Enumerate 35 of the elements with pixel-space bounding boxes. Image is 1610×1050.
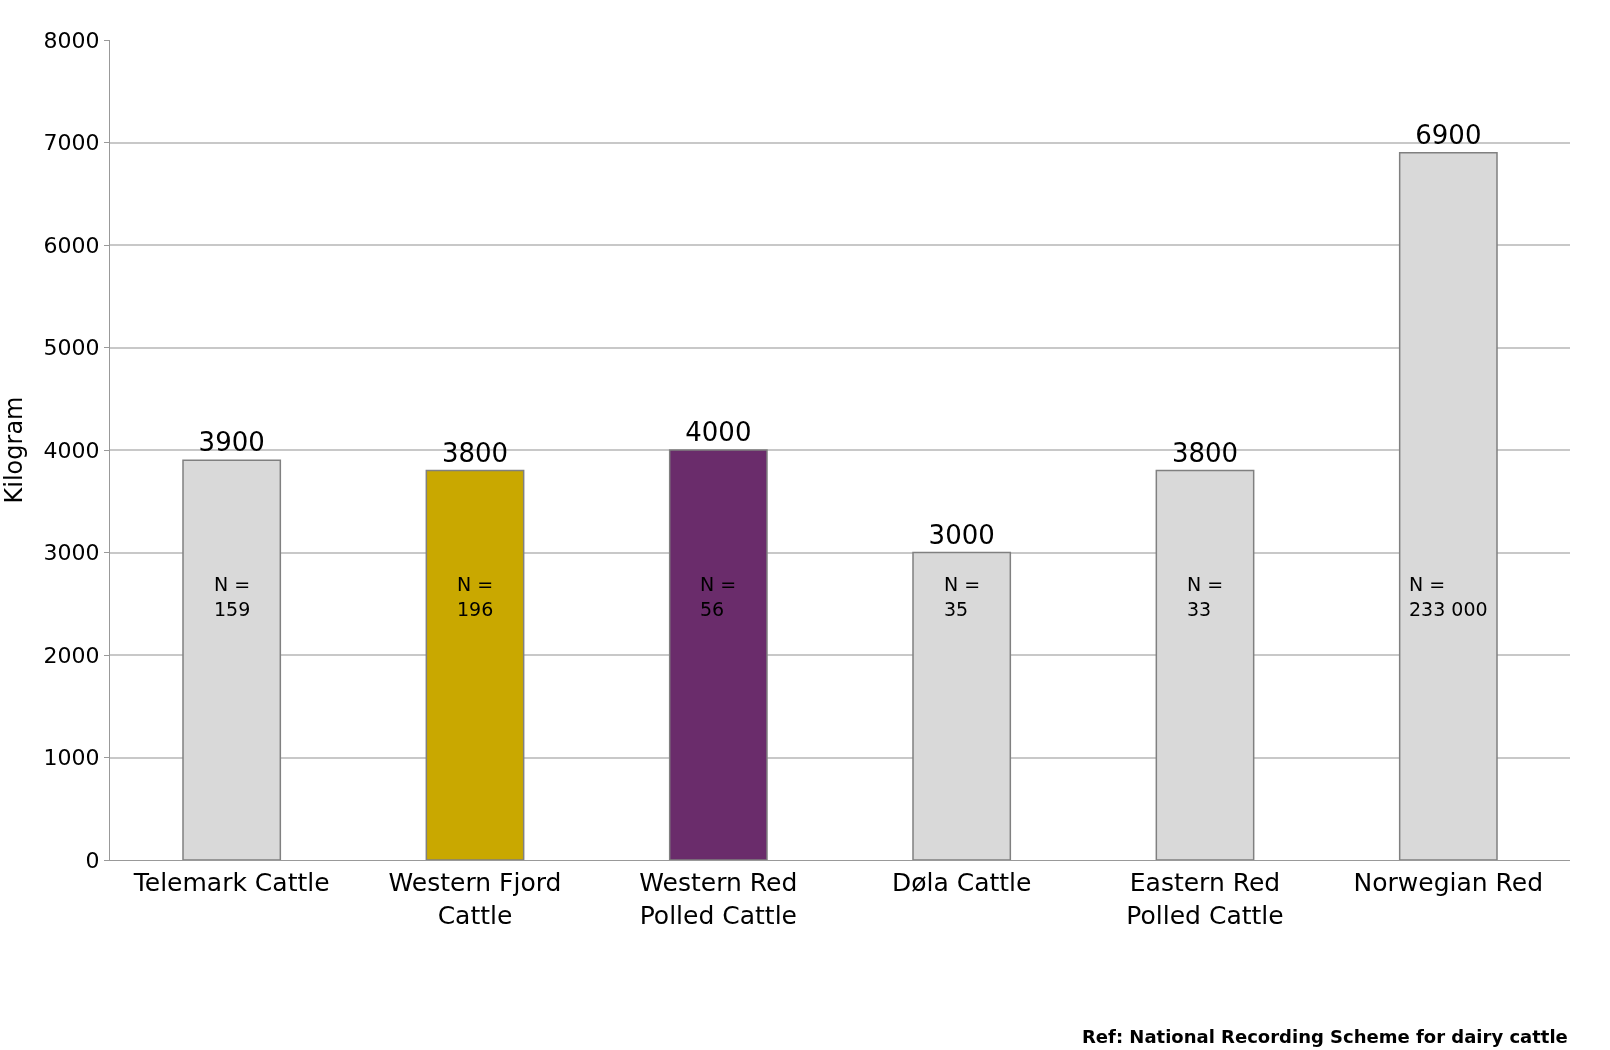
x-tick-label: Western Red Polled Cattle (639, 868, 798, 930)
y-tick-label: 2000 (43, 642, 100, 668)
y-tick-label: 0 (85, 847, 100, 873)
annotation: N = 233 000 (1409, 573, 1488, 620)
y-tick-label: 1000 (43, 745, 100, 771)
annotation: N = 33 (1187, 573, 1224, 620)
y-tick-label: 3000 (43, 540, 100, 566)
annotation: N = 56 (700, 573, 737, 620)
data-label: 3900 (198, 427, 265, 458)
bar (1155, 469, 1255, 860)
bar (668, 449, 768, 860)
bar (182, 459, 282, 860)
data-label: 6900 (1415, 119, 1482, 150)
bar (912, 551, 1012, 860)
data-label: 3800 (441, 437, 509, 468)
x-tick-label: Døla Cattle (891, 868, 1032, 897)
data-label: 3800 (1171, 437, 1239, 468)
annotation: N = 159 (214, 573, 251, 620)
y-tick-label: 8000 (43, 27, 100, 53)
x-tick-label: Eastern Red Polled Cattle (1126, 868, 1284, 930)
annotation: N = 35 (944, 573, 981, 620)
data-label: 3000 (928, 519, 995, 550)
x-tick-label: Western Fjord Cattle (388, 868, 562, 930)
y-tick-label: 7000 (43, 130, 100, 156)
text: Ref: National Recording Scheme for dairy cattle (1082, 1026, 1568, 1047)
x-tick-label: Norwegian Red (1353, 868, 1544, 897)
annotation: N = 196 (457, 573, 494, 620)
data-label: 4000 (685, 417, 752, 447)
x-tick-label: Telemark Cattle (132, 868, 330, 897)
y-axis-title: Kilogram (0, 396, 28, 504)
y-tick-label: 5000 (43, 335, 100, 361)
bar (1398, 152, 1498, 860)
y-tick-label: 6000 (43, 232, 100, 258)
bar (425, 469, 525, 860)
y-tick-label: 4000 (43, 437, 100, 463)
